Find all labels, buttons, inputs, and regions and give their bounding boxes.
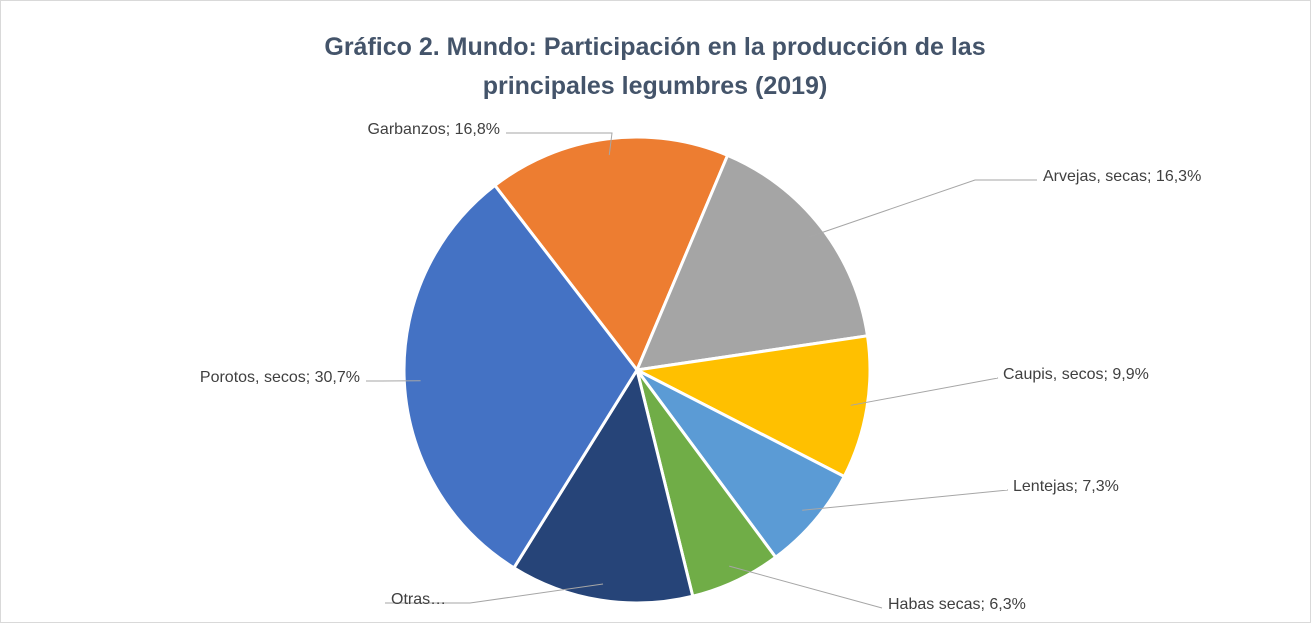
pie-slice: [511, 366, 695, 605]
leader-line: [850, 377, 999, 406]
data-label: Arvejas, secas; 16,3%: [1043, 168, 1201, 185]
pie-slice: [492, 135, 730, 373]
data-label: Otras…: [391, 591, 446, 608]
data-label: Habas secas; 6,3%: [888, 596, 1026, 613]
pie-slice: [635, 368, 847, 560]
pie-slice: [402, 183, 639, 570]
data-label: Caupis, secos; 9,9%: [1003, 366, 1149, 383]
data-label: Lentejas; 7,3%: [1013, 478, 1119, 495]
data-label: Porotos, secos; 30,7%: [200, 369, 360, 386]
leader-line: [808, 179, 1037, 238]
leader-line: [729, 565, 883, 609]
leader-line: [385, 583, 604, 604]
pie-slice: [634, 153, 870, 372]
leader-line: [506, 132, 613, 156]
leader-line: [802, 489, 1009, 511]
data-label: Garbanzos; 16,8%: [367, 121, 500, 138]
pie-slice: [632, 334, 872, 479]
chart-title: Gráfico 2. Mundo: Participación en la pr…: [324, 33, 986, 100]
